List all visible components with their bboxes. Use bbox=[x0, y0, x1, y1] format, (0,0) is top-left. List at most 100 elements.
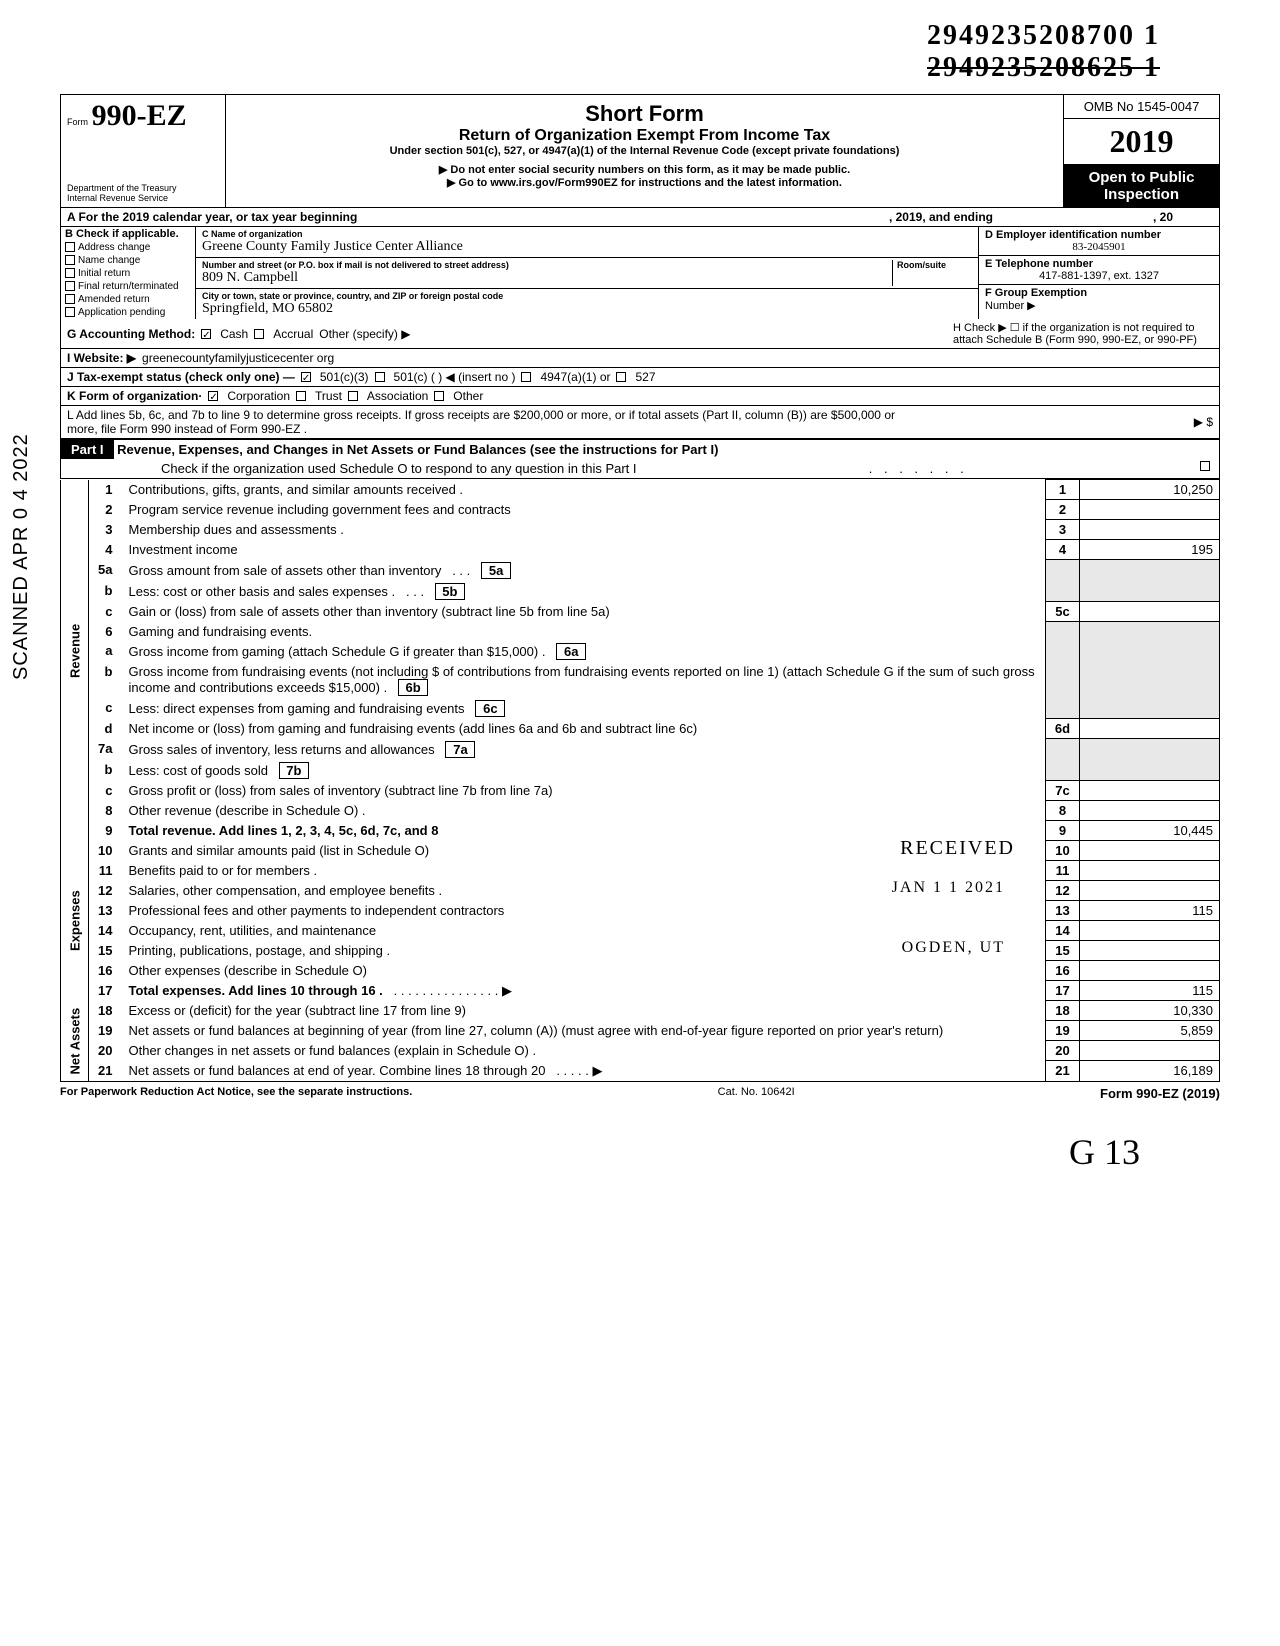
l3: Membership dues and assessments . bbox=[123, 520, 1046, 540]
l11: Benefits paid to or for members . bbox=[123, 861, 1046, 881]
date-stamp: JAN 1 1 2021 bbox=[892, 879, 1005, 897]
row-a-left: A For the 2019 calendar year, or tax yea… bbox=[67, 210, 357, 224]
k2: Trust bbox=[315, 389, 342, 403]
tel-lbl: E Telephone number bbox=[985, 258, 1213, 270]
a9: 10,445 bbox=[1080, 821, 1220, 841]
subtitle: Return of Organization Exempt From Incom… bbox=[236, 127, 1053, 145]
website: greenecountyfamilyjusticecenter org bbox=[142, 351, 334, 365]
l6c: Less: direct expenses from gaming and fu… bbox=[129, 701, 465, 716]
irs: Internal Revenue Service bbox=[67, 193, 219, 203]
omb: OMB No 1545-0047 bbox=[1064, 95, 1219, 119]
b-opt-4: Amended return bbox=[78, 294, 150, 305]
l6a: Gross income from gaming (attach Schedul… bbox=[129, 644, 546, 659]
received-stamp: RECEIVED bbox=[900, 837, 1015, 860]
a13: 115 bbox=[1080, 901, 1220, 921]
grp2: Number ▶ bbox=[985, 299, 1213, 312]
a19: 5,859 bbox=[1080, 1021, 1220, 1041]
k-lbl: K Form of organization· bbox=[67, 389, 202, 403]
ogden-stamp: OGDEN, UT bbox=[902, 939, 1005, 957]
l12: Salaries, other compensation, and employ… bbox=[129, 883, 443, 898]
k4: Other bbox=[453, 389, 483, 403]
l1: Contributions, gifts, grants, and simila… bbox=[123, 480, 1046, 500]
col-c: C Name of organization Greene County Fam… bbox=[196, 227, 979, 319]
l15: Printing, publications, postage, and shi… bbox=[129, 943, 391, 958]
l21: Net assets or fund balances at end of ye… bbox=[129, 1063, 546, 1078]
l5b: Less: cost or other basis and sales expe… bbox=[129, 584, 396, 599]
b-opt-5: Application pending bbox=[78, 307, 165, 318]
b-opt-2: Initial return bbox=[78, 268, 130, 279]
row-a-right: , 20 bbox=[1153, 210, 1173, 224]
grp-lbl: F Group Exemption bbox=[985, 287, 1213, 299]
l20: Other changes in net assets or fund bala… bbox=[123, 1041, 1046, 1061]
l6: Gaming and fundraising events. bbox=[123, 622, 1046, 641]
scanned-stamp: SCANNED APR 0 4 2022 bbox=[10, 433, 33, 680]
l6d: Net income or (loss) from gaming and fun… bbox=[123, 719, 1046, 739]
h-text: H Check ▶ ☐ if the organization is not r… bbox=[953, 321, 1213, 346]
form-number: 990-EZ bbox=[92, 99, 187, 132]
a21: 16,189 bbox=[1080, 1061, 1220, 1082]
warn: ▶ Do not enter social security numbers o… bbox=[236, 163, 1053, 176]
city-lbl: City or town, state or province, country… bbox=[202, 291, 972, 301]
footer-right: Form 990-EZ (2019) bbox=[1100, 1086, 1220, 1101]
form-prefix: Form bbox=[67, 117, 88, 127]
a17: 115 bbox=[1080, 981, 1220, 1001]
open1: Open to Public bbox=[1089, 169, 1195, 186]
tel: 417-881-1397, ext. 1327 bbox=[985, 270, 1213, 282]
l8: Other revenue (describe in Schedule O) . bbox=[123, 801, 1046, 821]
l14: Occupancy, rent, utilities, and maintena… bbox=[123, 921, 1046, 941]
col-b-hdr: B Check if applicable. bbox=[61, 227, 195, 241]
a1: 10,250 bbox=[1080, 480, 1220, 500]
j2: 501(c) ( ) ◀ (insert no ) bbox=[394, 370, 516, 384]
org-name: Greene County Family Justice Center Alli… bbox=[202, 239, 972, 255]
g-accrual: Accrual bbox=[273, 327, 313, 341]
form-header: Form 990-EZ Department of the Treasury I… bbox=[60, 94, 1220, 207]
row-a-mid: , 2019, and ending bbox=[889, 210, 993, 224]
g-lbl: G Accounting Method: bbox=[67, 327, 195, 341]
l17: Total expenses. Add lines 10 through 16 … bbox=[129, 983, 383, 998]
footer-mid: Cat. No. 10642I bbox=[718, 1086, 795, 1101]
lines-table: Revenue 1Contributions, gifts, grants, a… bbox=[60, 479, 1220, 1082]
k3: Association bbox=[367, 389, 428, 403]
side-expenses: Expenses bbox=[61, 841, 89, 1001]
col-b: B Check if applicable. Address change Na… bbox=[61, 227, 196, 319]
open2: Inspection bbox=[1104, 186, 1179, 203]
part1-label: Part I bbox=[61, 440, 114, 459]
goto: ▶ Go to www.irs.gov/Form990EZ for instru… bbox=[236, 176, 1053, 189]
dln-2: 2949235208625 1 bbox=[60, 52, 1160, 84]
l7a: Gross sales of inventory, less returns a… bbox=[129, 742, 435, 757]
meta-rows: G Accounting Method: Cash Accrual Other … bbox=[60, 319, 1220, 439]
l2: Program service revenue including govern… bbox=[123, 500, 1046, 520]
name-lbl: C Name of organization bbox=[202, 229, 972, 239]
l9: Total revenue. Add lines 1, 2, 3, 4, 5c,… bbox=[129, 823, 439, 838]
l18: Excess or (deficit) for the year (subtra… bbox=[123, 1001, 1046, 1021]
l16: Other expenses (describe in Schedule O) bbox=[123, 961, 1046, 981]
i-lbl: I Website: ▶ bbox=[67, 351, 136, 365]
tax-year: 2019 bbox=[1064, 119, 1219, 165]
footer: For Paperwork Reduction Act Notice, see … bbox=[60, 1086, 1220, 1101]
ein-lbl: D Employer identification number bbox=[985, 229, 1213, 241]
l5c: Gain or (loss) from sale of assets other… bbox=[123, 602, 1046, 622]
room-lbl: Room/suite bbox=[897, 260, 972, 270]
l7b: Less: cost of goods sold bbox=[129, 763, 268, 778]
a18: 10,330 bbox=[1080, 1001, 1220, 1021]
l5a: Gross amount from sale of assets other t… bbox=[129, 563, 442, 578]
ein: 83-2045901 bbox=[985, 241, 1213, 253]
dln-1: 2949235208700 1 bbox=[60, 20, 1160, 52]
l10: Grants and similar amounts paid (list in… bbox=[129, 843, 430, 858]
part1-checkbox[interactable] bbox=[1200, 461, 1210, 471]
l4: Investment income bbox=[123, 540, 1046, 560]
b-opt-1: Name change bbox=[78, 255, 140, 266]
dln-numbers: 2949235208700 1 2949235208625 1 bbox=[60, 20, 1220, 84]
part1-check: Check if the organization used Schedule … bbox=[161, 461, 637, 476]
b-opt-3: Final return/terminated bbox=[78, 281, 179, 292]
dept: Department of the Treasury bbox=[67, 183, 219, 193]
l13: Professional fees and other payments to … bbox=[123, 901, 1046, 921]
l6b: Gross income from fundraising events (no… bbox=[129, 664, 1035, 695]
row-a: A For the 2019 calendar year, or tax yea… bbox=[60, 207, 1220, 227]
j-lbl: J Tax-exempt status (check only one) — bbox=[67, 370, 295, 384]
col-d: D Employer identification number 83-2045… bbox=[979, 227, 1219, 319]
b-opt-0: Address change bbox=[78, 242, 150, 253]
side-netassets: Net Assets bbox=[61, 1001, 89, 1082]
a4: 195 bbox=[1080, 540, 1220, 560]
addr: 809 N. Campbell bbox=[202, 270, 892, 286]
